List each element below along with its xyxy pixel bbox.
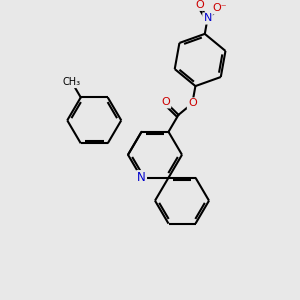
Text: O: O <box>188 98 197 109</box>
Text: O: O <box>195 0 204 10</box>
Text: N: N <box>137 171 146 184</box>
Text: O⁻: O⁻ <box>212 3 227 13</box>
Text: CH₃: CH₃ <box>63 77 81 87</box>
Text: N: N <box>203 14 212 23</box>
Text: O: O <box>161 97 170 107</box>
